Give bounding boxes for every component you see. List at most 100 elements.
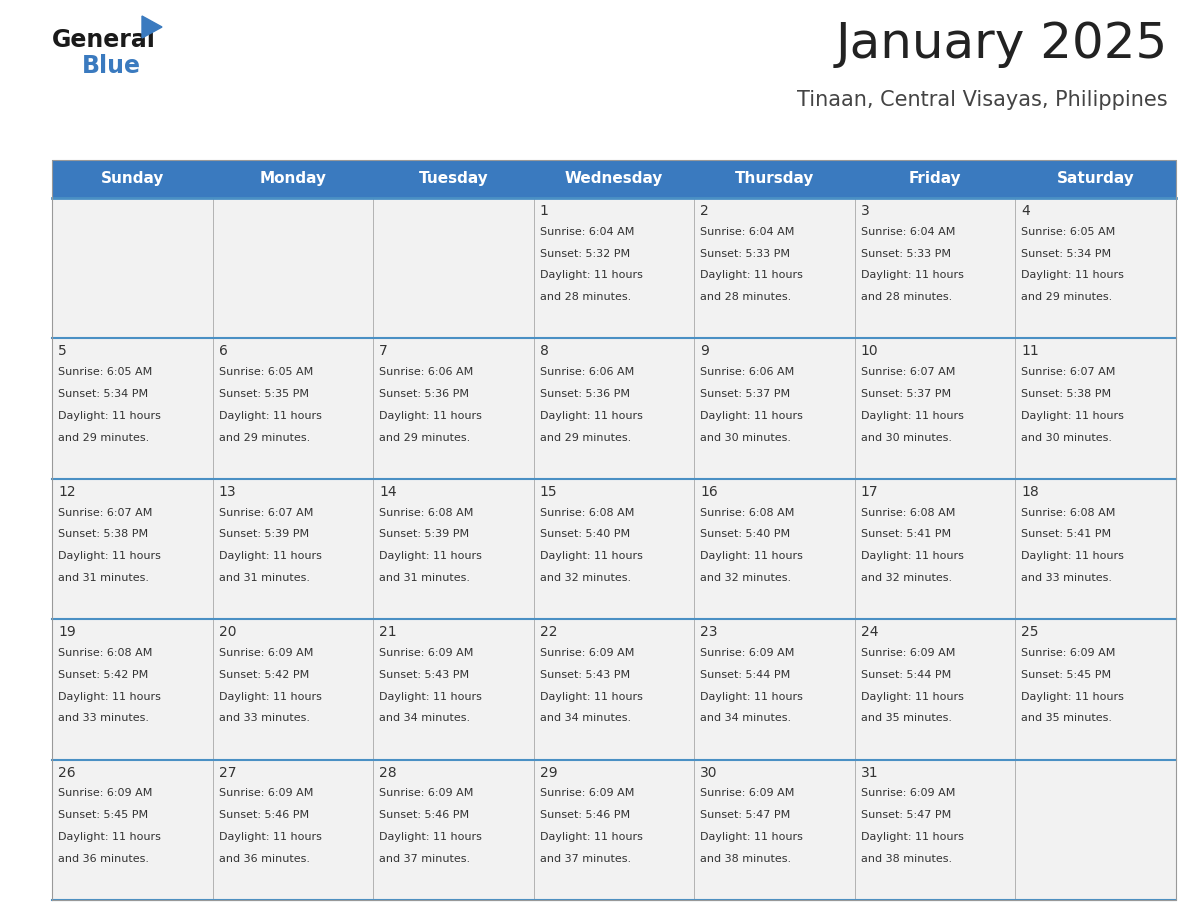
Text: Daylight: 11 hours: Daylight: 11 hours	[1022, 691, 1124, 701]
Bar	[373, 160, 533, 198]
Text: Friday: Friday	[909, 172, 961, 186]
Text: Sunrise: 6:08 AM: Sunrise: 6:08 AM	[861, 508, 955, 518]
Text: and 37 minutes.: and 37 minutes.	[539, 854, 631, 864]
Text: Sunrise: 6:09 AM: Sunrise: 6:09 AM	[58, 789, 152, 799]
Text: Sunset: 5:46 PM: Sunset: 5:46 PM	[219, 811, 309, 820]
Text: 19: 19	[58, 625, 76, 639]
Polygon shape	[143, 16, 162, 38]
Bar	[694, 339, 855, 479]
Bar	[533, 160, 694, 198]
Text: Sunset: 5:39 PM: Sunset: 5:39 PM	[379, 530, 469, 540]
Text: and 34 minutes.: and 34 minutes.	[700, 713, 791, 723]
Bar	[213, 198, 373, 339]
Text: Sunset: 5:46 PM: Sunset: 5:46 PM	[379, 811, 469, 820]
Text: and 32 minutes.: and 32 minutes.	[861, 573, 952, 583]
Bar	[694, 198, 855, 339]
Text: Daylight: 11 hours: Daylight: 11 hours	[379, 410, 482, 420]
Text: 11: 11	[1022, 344, 1040, 358]
Text: Daylight: 11 hours: Daylight: 11 hours	[700, 691, 803, 701]
Text: Daylight: 11 hours: Daylight: 11 hours	[1022, 551, 1124, 561]
Bar	[52, 479, 213, 620]
Text: and 29 minutes.: and 29 minutes.	[379, 432, 470, 442]
Bar	[694, 479, 855, 620]
Text: Daylight: 11 hours: Daylight: 11 hours	[379, 551, 482, 561]
Text: 22: 22	[539, 625, 557, 639]
Bar	[213, 759, 373, 900]
Text: 1: 1	[539, 204, 549, 218]
Bar	[855, 620, 1016, 759]
Bar	[694, 620, 855, 759]
Text: Sunset: 5:33 PM: Sunset: 5:33 PM	[700, 249, 790, 259]
Text: Daylight: 11 hours: Daylight: 11 hours	[379, 832, 482, 842]
Text: Sunrise: 6:09 AM: Sunrise: 6:09 AM	[539, 648, 634, 658]
Text: Daylight: 11 hours: Daylight: 11 hours	[861, 410, 963, 420]
Text: and 29 minutes.: and 29 minutes.	[1022, 292, 1113, 302]
Bar	[373, 759, 533, 900]
Bar	[52, 759, 213, 900]
Text: Monday: Monday	[259, 172, 327, 186]
Bar	[1016, 160, 1176, 198]
Text: Daylight: 11 hours: Daylight: 11 hours	[700, 832, 803, 842]
Bar	[1016, 759, 1176, 900]
Text: Sunrise: 6:05 AM: Sunrise: 6:05 AM	[219, 367, 312, 377]
Text: and 31 minutes.: and 31 minutes.	[379, 573, 470, 583]
Text: Daylight: 11 hours: Daylight: 11 hours	[58, 691, 160, 701]
Text: Daylight: 11 hours: Daylight: 11 hours	[219, 410, 322, 420]
Text: Daylight: 11 hours: Daylight: 11 hours	[861, 832, 963, 842]
Bar	[52, 160, 213, 198]
Text: Daylight: 11 hours: Daylight: 11 hours	[219, 832, 322, 842]
Bar	[694, 759, 855, 900]
Text: Daylight: 11 hours: Daylight: 11 hours	[1022, 271, 1124, 280]
Text: Daylight: 11 hours: Daylight: 11 hours	[700, 410, 803, 420]
Bar	[533, 339, 694, 479]
Text: 13: 13	[219, 485, 236, 498]
Bar	[1016, 620, 1176, 759]
Text: and 36 minutes.: and 36 minutes.	[58, 854, 148, 864]
Text: Sunset: 5:43 PM: Sunset: 5:43 PM	[379, 670, 469, 680]
Bar	[855, 160, 1016, 198]
Text: Sunrise: 6:05 AM: Sunrise: 6:05 AM	[58, 367, 152, 377]
Bar	[1016, 479, 1176, 620]
Text: Sunset: 5:37 PM: Sunset: 5:37 PM	[700, 389, 790, 399]
Text: Daylight: 11 hours: Daylight: 11 hours	[539, 410, 643, 420]
Text: Sunrise: 6:04 AM: Sunrise: 6:04 AM	[700, 227, 795, 237]
Text: Sunset: 5:36 PM: Sunset: 5:36 PM	[539, 389, 630, 399]
Text: Sunset: 5:45 PM: Sunset: 5:45 PM	[1022, 670, 1112, 680]
Text: and 33 minutes.: and 33 minutes.	[219, 713, 310, 723]
Text: 20: 20	[219, 625, 236, 639]
Bar	[213, 160, 373, 198]
Text: and 36 minutes.: and 36 minutes.	[219, 854, 310, 864]
Bar	[855, 759, 1016, 900]
Text: Sunrise: 6:08 AM: Sunrise: 6:08 AM	[539, 508, 634, 518]
Text: Thursday: Thursday	[735, 172, 814, 186]
Text: Sunrise: 6:09 AM: Sunrise: 6:09 AM	[700, 648, 795, 658]
Text: Sunrise: 6:08 AM: Sunrise: 6:08 AM	[58, 648, 152, 658]
Text: 24: 24	[861, 625, 878, 639]
Text: Daylight: 11 hours: Daylight: 11 hours	[861, 691, 963, 701]
Text: Sunset: 5:44 PM: Sunset: 5:44 PM	[700, 670, 790, 680]
Text: Sunrise: 6:08 AM: Sunrise: 6:08 AM	[379, 508, 474, 518]
Text: Sunset: 5:42 PM: Sunset: 5:42 PM	[219, 670, 309, 680]
Text: 21: 21	[379, 625, 397, 639]
Text: Sunset: 5:43 PM: Sunset: 5:43 PM	[539, 670, 630, 680]
Text: Daylight: 11 hours: Daylight: 11 hours	[58, 832, 160, 842]
Text: Sunset: 5:45 PM: Sunset: 5:45 PM	[58, 811, 148, 820]
Text: and 29 minutes.: and 29 minutes.	[58, 432, 150, 442]
Text: and 35 minutes.: and 35 minutes.	[861, 713, 952, 723]
Text: 23: 23	[700, 625, 718, 639]
Text: Daylight: 11 hours: Daylight: 11 hours	[700, 271, 803, 280]
Text: and 33 minutes.: and 33 minutes.	[58, 713, 148, 723]
Text: Sunrise: 6:09 AM: Sunrise: 6:09 AM	[219, 648, 312, 658]
Bar	[855, 198, 1016, 339]
Text: Sunset: 5:36 PM: Sunset: 5:36 PM	[379, 389, 469, 399]
Text: Daylight: 11 hours: Daylight: 11 hours	[58, 410, 160, 420]
Bar	[213, 339, 373, 479]
Text: Sunrise: 6:09 AM: Sunrise: 6:09 AM	[861, 789, 955, 799]
Bar	[1016, 198, 1176, 339]
Bar	[213, 620, 373, 759]
Text: and 29 minutes.: and 29 minutes.	[539, 432, 631, 442]
Bar	[533, 759, 694, 900]
Text: and 32 minutes.: and 32 minutes.	[539, 573, 631, 583]
Text: 12: 12	[58, 485, 76, 498]
Text: Tuesday: Tuesday	[418, 172, 488, 186]
